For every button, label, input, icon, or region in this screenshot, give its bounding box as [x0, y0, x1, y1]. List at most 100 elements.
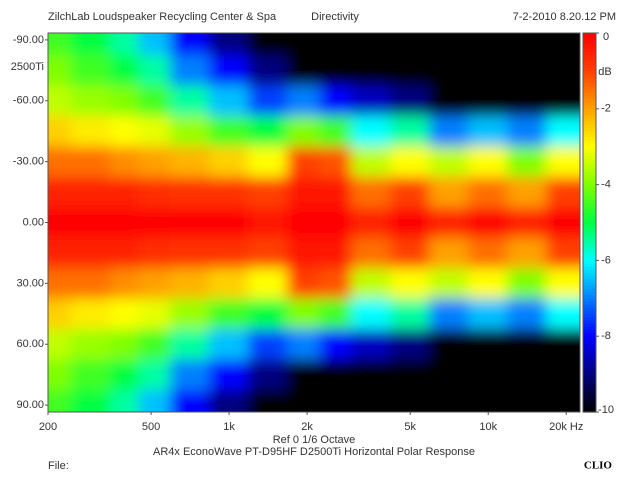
x-tick-label: 5k [404, 421, 416, 433]
colorbar-step [583, 257, 596, 261]
heat-cell [390, 207, 430, 239]
heat-cell [248, 55, 288, 87]
heat-cell [248, 115, 288, 147]
colorbar-step [583, 364, 596, 369]
heat-cell [319, 115, 352, 147]
colorbar-tick-label: 0 [603, 31, 609, 43]
colorbar-step [583, 307, 596, 312]
heat-cell [287, 146, 321, 178]
colorbar-step [583, 140, 596, 145]
x-tick-label: 2k [301, 421, 313, 433]
heat-cell [319, 176, 352, 208]
heat-cell [109, 33, 140, 56]
heat-cell [429, 298, 469, 330]
colorbar-tick-label: -10 [598, 404, 614, 416]
heat-cell [209, 33, 249, 56]
y-tick-label: 30.00 [16, 277, 44, 289]
colorbar-step [583, 348, 596, 353]
heat-cell [351, 389, 391, 412]
heat-cell [507, 298, 547, 330]
colorbar-step [583, 149, 596, 154]
heat-cell [109, 329, 140, 360]
heat-cell [287, 55, 321, 87]
heat-cell [170, 146, 210, 178]
brand: CLIO [584, 460, 613, 472]
colorbar-step [583, 134, 596, 138]
colorbar-step [583, 187, 596, 192]
colorbar-step [583, 310, 596, 315]
colorbar-step [583, 36, 596, 40]
heat-cell [138, 207, 171, 239]
heat-cell [319, 237, 352, 269]
chart-title: Directivity [311, 11, 359, 23]
heat-cell [546, 115, 580, 147]
heat-cell [287, 359, 321, 391]
colorbar-step [583, 89, 596, 94]
colorbar-step [583, 345, 596, 350]
colorbar-step [583, 333, 596, 337]
heat-cell [351, 176, 391, 208]
heat-cell [468, 146, 508, 178]
heat-cell [468, 359, 508, 391]
heat-cell [70, 176, 111, 208]
colorbar-step [583, 115, 596, 119]
heat-cell [70, 359, 111, 391]
heat-cell [546, 55, 580, 87]
colorbar-step [583, 93, 596, 97]
colorbar-step [583, 377, 596, 382]
heat-cell [390, 389, 430, 412]
heat-cell [319, 85, 352, 117]
colorbar-step [583, 358, 596, 363]
heat-cell [546, 268, 580, 300]
colorbar-step [583, 194, 596, 198]
heat-cell [546, 85, 580, 117]
heat-cell [109, 237, 140, 269]
colorbar-step [583, 55, 596, 59]
heat-cell [507, 237, 547, 269]
heat-cell [248, 298, 288, 330]
colorbar-step [583, 393, 596, 397]
heat-cell [287, 237, 321, 269]
colorbar-step [583, 127, 596, 132]
heat-cell [546, 176, 580, 208]
heat-cell [507, 115, 547, 147]
y-tick-label: -60.00 [13, 95, 44, 107]
heat-cell [48, 389, 72, 412]
heat-cell [390, 55, 430, 87]
colorbar-step [583, 396, 596, 400]
heat-cell [468, 115, 508, 147]
colorbar-step [583, 33, 596, 37]
heat-cell [390, 298, 430, 330]
colorbar-step [583, 260, 596, 265]
heat-cell [468, 176, 508, 208]
colorbar-step [583, 408, 596, 413]
colorbar-step [583, 342, 596, 347]
heat-cell [48, 85, 72, 117]
heat-cell [209, 389, 249, 412]
colorbar-step [583, 231, 596, 236]
heat-cell [429, 85, 469, 117]
heat-cell [468, 207, 508, 239]
colorbar-step [583, 320, 596, 325]
heat-cell [351, 298, 391, 330]
heat-cell [209, 207, 249, 239]
heat-cell [138, 237, 171, 269]
heat-cell [138, 55, 171, 87]
heat-cell [390, 329, 430, 360]
plot-area [48, 33, 580, 412]
colorbar-step [583, 317, 596, 322]
heat-cell [70, 389, 111, 412]
heat-cell [319, 389, 352, 412]
heat-cell [48, 33, 72, 56]
heat-cell [48, 115, 72, 147]
heat-cell [248, 237, 288, 269]
heat-cell [390, 33, 430, 56]
heat-cell [70, 298, 111, 330]
heat-cell [429, 115, 469, 147]
heat-cell [209, 329, 249, 360]
heat-cell [287, 329, 321, 360]
heat-cell [109, 389, 140, 412]
heat-cell [248, 85, 288, 117]
heat-cell [546, 329, 580, 360]
colorbar: 0 -2 -4 -6 -8 -10 [582, 31, 614, 416]
